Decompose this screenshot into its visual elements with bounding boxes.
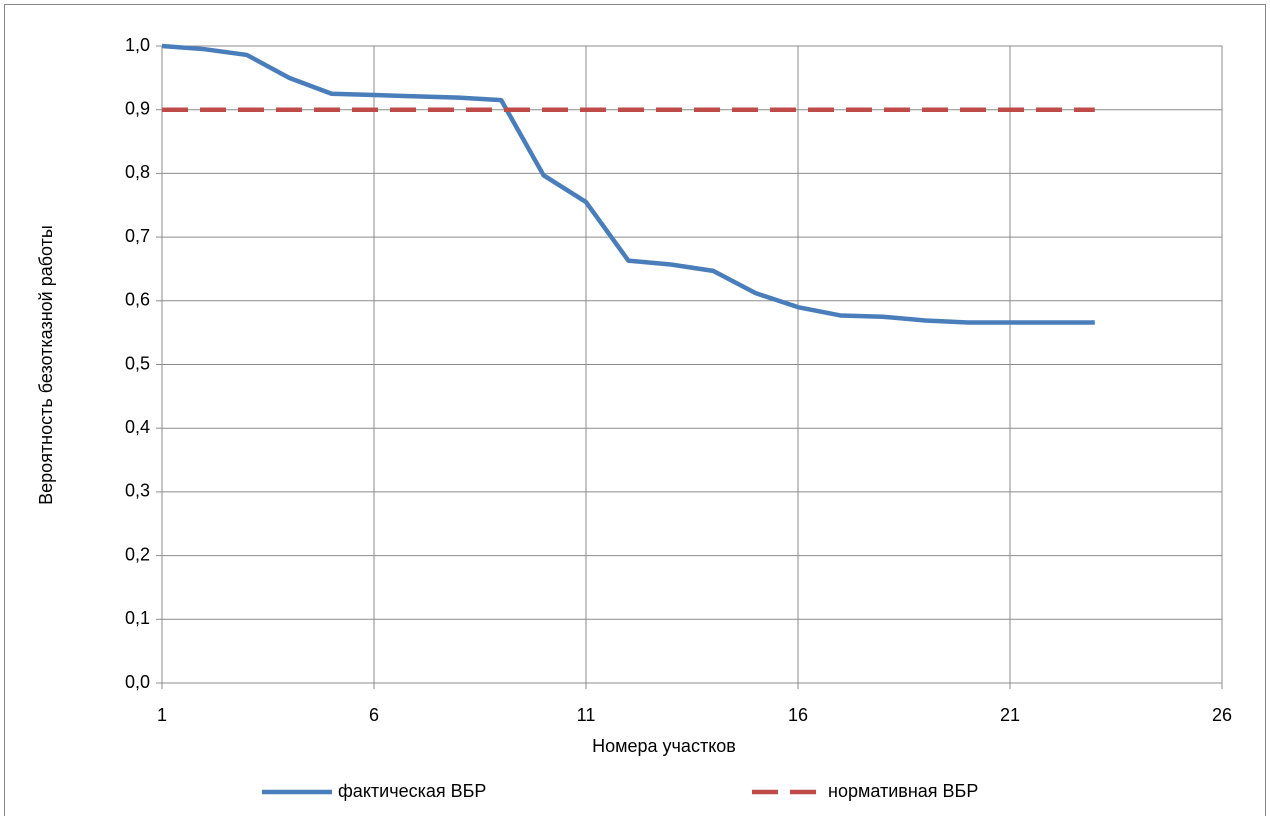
y-axis-label: Вероятность безотказной работы — [36, 225, 56, 505]
y-tick-label: 0,9 — [125, 98, 150, 118]
x-axis-label: Номера участков — [592, 736, 736, 756]
x-tick-label: 21 — [1000, 705, 1020, 725]
y-tick-label: 1,0 — [125, 35, 150, 55]
line-series — [161, 43, 1095, 325]
y-tick-label: 0,8 — [125, 162, 150, 182]
x-tick-label: 16 — [788, 705, 808, 725]
y-tick-label: 0,2 — [125, 544, 150, 564]
y-tick-label: 0,3 — [125, 481, 150, 501]
legend-label: фактическая ВБР — [338, 781, 486, 801]
x-tick-label: 1 — [157, 705, 167, 725]
y-tick-label: 0,1 — [125, 608, 150, 628]
y-tick-label: 0,5 — [125, 353, 150, 373]
plot-border — [161, 45, 1223, 684]
y-tick-label: 0,7 — [125, 226, 150, 246]
y-tick-label: 0,6 — [125, 290, 150, 310]
y-tick-label: 0,4 — [125, 417, 150, 437]
x-tick-label: 11 — [577, 705, 596, 725]
x-tick-label: 6 — [369, 705, 379, 725]
chart-frame — [4, 4, 1266, 816]
x-tick-label: 26 — [1212, 705, 1232, 725]
y-tick-label: 0,0 — [125, 672, 150, 692]
legend-label: нормативная ВБР — [828, 781, 978, 801]
